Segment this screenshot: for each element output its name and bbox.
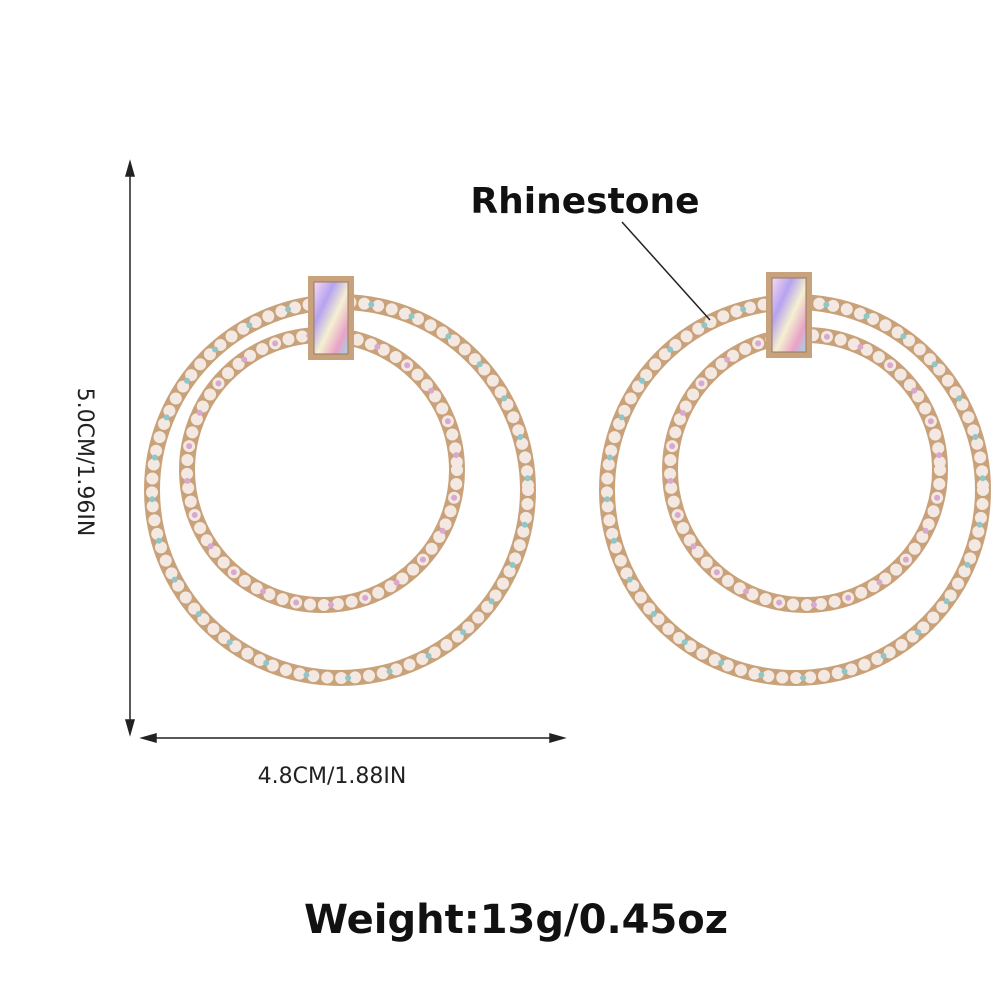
- width-label: 4.8CM/1.88IN: [258, 764, 407, 789]
- earring-left: [144, 276, 536, 686]
- height-arrow: [125, 159, 135, 737]
- callout-label: Rhinestone: [470, 181, 699, 222]
- earring-right: [599, 272, 991, 686]
- callout-line: [621, 221, 711, 321]
- height-label: 5.0CM/1.96IN: [72, 388, 97, 537]
- weight-label: Weight:13g/0.45oz: [304, 897, 728, 943]
- width-arrow: [139, 733, 567, 743]
